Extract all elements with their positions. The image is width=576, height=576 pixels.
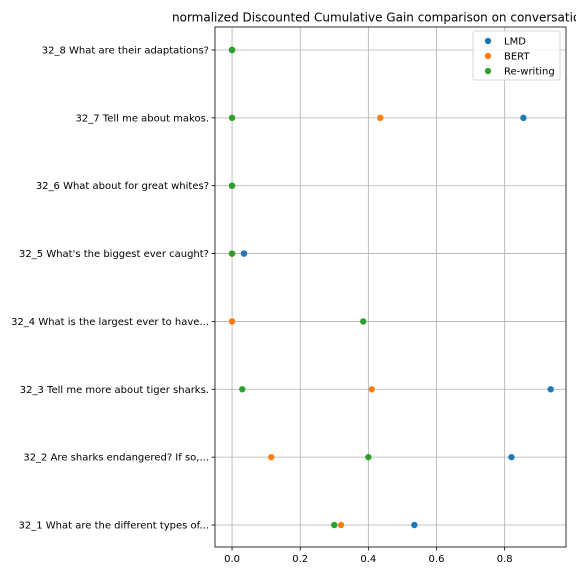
data-point: [331, 521, 338, 529]
legend-marker: [484, 37, 492, 45]
data-point: [228, 182, 236, 189]
y-tick-label: 32_4 What is the largest ever to have...: [11, 317, 209, 328]
x-tick-label: 0.6: [429, 554, 445, 565]
y-tick-label: 32_2 Are sharks endangered? If so,...: [23, 453, 209, 464]
legend-box: [472, 30, 561, 81]
legend: LMD BERT Re-writing: [472, 30, 561, 81]
data-point: [228, 114, 236, 122]
y-tick-label: 32_3 Tell me more about tiger sharks.: [20, 385, 209, 396]
data-point: [411, 521, 418, 529]
data-point: [337, 521, 345, 529]
data-point: [360, 318, 367, 325]
y-tick-label: 32_8 What are their adaptations?: [42, 46, 209, 57]
y-tick-label: 32_5 What's the biggest ever caught?: [19, 249, 209, 260]
y-axis-ticks: 32_1 What are the different types of... 3…: [11, 46, 215, 532]
data-point: [508, 453, 515, 461]
x-tick-label: 0.0: [224, 554, 240, 565]
legend-marker: [484, 67, 492, 75]
x-tick-label: 0.4: [360, 554, 376, 565]
y-tick-label: 32_1 What are the different types of...: [19, 521, 209, 532]
x-tick-label: 0.2: [292, 554, 308, 565]
legend-marker: [484, 52, 492, 60]
gridlines: [215, 27, 566, 547]
chart-title: normalized Discounted Cumulative Gain co…: [172, 11, 576, 25]
x-axis-ticks: 0.0 0.2 0.4 0.6 0.8: [224, 547, 513, 565]
y-tick-label: 32_7 Tell me about makos.: [76, 113, 209, 124]
series-bert: [228, 46, 384, 529]
data-point: [547, 386, 554, 393]
data-points: [228, 46, 554, 529]
series-re-writing: [228, 46, 372, 529]
data-point: [228, 318, 236, 325]
legend-label: LMD: [504, 37, 526, 48]
data-point: [228, 250, 236, 257]
data-point: [228, 46, 236, 54]
data-point: [377, 114, 384, 122]
data-point: [368, 386, 375, 393]
plot-frame: [214, 26, 567, 548]
data-point: [520, 114, 527, 122]
legend-label: BERT: [504, 52, 530, 63]
data-point: [268, 453, 275, 461]
data-point: [239, 386, 246, 393]
legend-label: Re-writing: [504, 67, 555, 78]
data-point: [240, 250, 248, 257]
y-tick-label: 32_6 What about for great whites?: [36, 181, 209, 192]
data-point: [365, 453, 372, 461]
series-lmd: [228, 46, 554, 529]
x-tick-label: 0.8: [497, 554, 513, 565]
